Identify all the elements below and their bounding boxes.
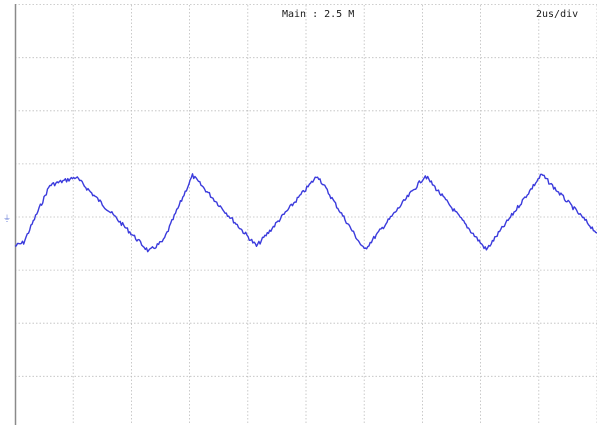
waveform-trace <box>14 173 597 253</box>
ground-level-marker-icon: ⏚ <box>3 214 11 223</box>
channel-marker-glyph: ⏚ <box>3 214 11 223</box>
graticule-grid <box>15 4 597 425</box>
sample-rate-label: Main : 2.5 M <box>282 9 355 20</box>
timebase-label: 2us/div <box>536 9 579 20</box>
